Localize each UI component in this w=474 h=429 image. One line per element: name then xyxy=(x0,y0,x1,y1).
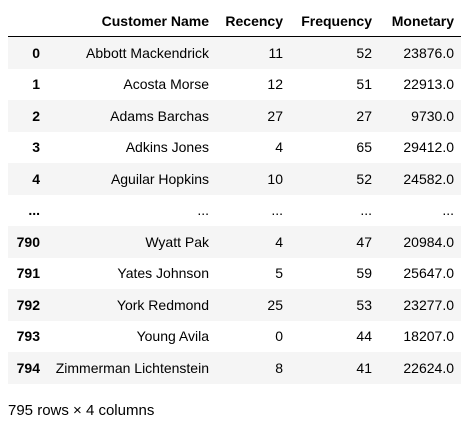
customer-name-cell: Abbott Mackendrick xyxy=(86,44,209,61)
frequency-cell: 44 xyxy=(356,328,372,345)
frequency-cell: 52 xyxy=(356,170,372,187)
table-row: 792 York Redmond 25 53 23277.0 xyxy=(8,289,461,321)
customer-name-cell: Young Avila xyxy=(136,328,209,345)
row-index: 1 xyxy=(32,76,40,93)
frequency-cell: 65 xyxy=(356,139,372,156)
row-index: ... xyxy=(28,202,40,219)
customer-name-cell: ... xyxy=(197,202,209,219)
recency-cell: 11 xyxy=(268,44,283,61)
row-index: 4 xyxy=(32,170,40,187)
recency-header: Recency xyxy=(216,5,290,37)
recency-cell: 12 xyxy=(267,76,283,93)
customer-name-cell: Acosta Morse xyxy=(123,76,209,93)
row-index: 794 xyxy=(16,359,40,376)
monetary-cell: 9730.0 xyxy=(411,107,454,124)
frequency-cell: 47 xyxy=(356,233,372,250)
recency-cell: 5 xyxy=(275,265,283,282)
customer-name-cell: Aguilar Hopkins xyxy=(110,170,209,187)
row-index: 790 xyxy=(16,233,40,250)
frequency-cell: 59 xyxy=(356,265,372,282)
frequency-cell: 41 xyxy=(356,359,372,376)
row-index: 791 xyxy=(16,265,40,282)
monetary-cell: 22913.0 xyxy=(403,76,454,93)
customer-name-cell: Adkins Jones xyxy=(125,139,209,156)
table-row: 4 Aguilar Hopkins 10 52 24582.0 xyxy=(8,163,461,195)
recency-cell: ... xyxy=(271,202,283,219)
table-row: 2 Adams Barchas 27 27 9730.0 xyxy=(8,100,461,132)
customer-name-cell: Adams Barchas xyxy=(110,107,209,124)
table-row: 790 Wyatt Pak 4 47 20984.0 xyxy=(8,226,461,258)
table-row: 791 Yates Johnson 5 59 25647.0 xyxy=(8,257,461,289)
row-index: 792 xyxy=(16,296,40,313)
frequency-cell: 51 xyxy=(356,76,372,93)
index-header xyxy=(8,5,47,37)
header-row: Customer Name Recency Frequency Monetary xyxy=(8,5,461,37)
monetary-cell: 23876.0 xyxy=(403,44,454,61)
monetary-cell: ... xyxy=(442,202,454,219)
customer-name-cell: Wyatt Pak xyxy=(145,233,209,250)
monetary-cell: 25647.0 xyxy=(403,265,454,282)
monetary-cell: 24582.0 xyxy=(403,170,454,187)
monetary-cell: 18207.0 xyxy=(403,328,454,345)
monetary-cell: 20984.0 xyxy=(403,233,454,250)
table-row: ............... xyxy=(8,194,461,226)
table-header: Customer Name Recency Frequency Monetary xyxy=(8,5,461,37)
customer-name-cell: Zimmerman Lichtenstein xyxy=(55,359,209,376)
table-row: 1 Acosta Morse 12 51 22913.0 xyxy=(8,68,461,100)
frequency-cell: 52 xyxy=(356,44,372,61)
dataframe-output: Customer Name Recency Frequency Monetary… xyxy=(8,5,461,384)
recency-cell: 4 xyxy=(275,139,283,156)
monetary-cell: 22624.0 xyxy=(403,359,454,376)
recency-cell: 27 xyxy=(267,107,283,124)
customer-name-cell: Yates Johnson xyxy=(117,265,209,282)
table-row: 3 Adkins Jones 4 65 29412.0 xyxy=(8,131,461,163)
recency-cell: 25 xyxy=(267,296,283,313)
frequency-cell: 53 xyxy=(356,296,372,313)
row-index: 2 xyxy=(32,107,40,124)
row-index: 3 xyxy=(32,139,40,156)
recency-cell: 8 xyxy=(275,359,283,376)
recency-cell: 4 xyxy=(275,233,283,250)
monetary-header: Monetary xyxy=(379,5,461,37)
recency-cell: 0 xyxy=(275,328,283,345)
row-index: 793 xyxy=(16,328,40,345)
recency-cell: 10 xyxy=(267,170,283,187)
table-row: 793 Young Avila 0 44 18207.0 xyxy=(8,320,461,352)
frequency-cell: 27 xyxy=(356,107,372,124)
customer-name-header: Customer Name xyxy=(47,5,216,37)
dataframe-table: Customer Name Recency Frequency Monetary… xyxy=(8,5,461,384)
customer-name-cell: York Redmond xyxy=(116,296,209,313)
table-body: 0 Abbott Mackendrick 11 52 23876.0 1 Acosta Mo… xyxy=(8,36,461,384)
dataframe-shape-label: 795 rows × 4 columns xyxy=(8,402,155,419)
table-row: 794 Zimmerman Lichtenstein 8 41 22624.0 xyxy=(8,352,461,384)
table-row: 0 Abbott Mackendrick 11 52 23876.0 xyxy=(8,36,461,69)
monetary-cell: 29412.0 xyxy=(403,139,454,156)
frequency-header: Frequency xyxy=(290,5,379,37)
row-index: 0 xyxy=(32,44,40,61)
monetary-cell: 23277.0 xyxy=(403,296,454,313)
frequency-cell: ... xyxy=(360,202,372,219)
